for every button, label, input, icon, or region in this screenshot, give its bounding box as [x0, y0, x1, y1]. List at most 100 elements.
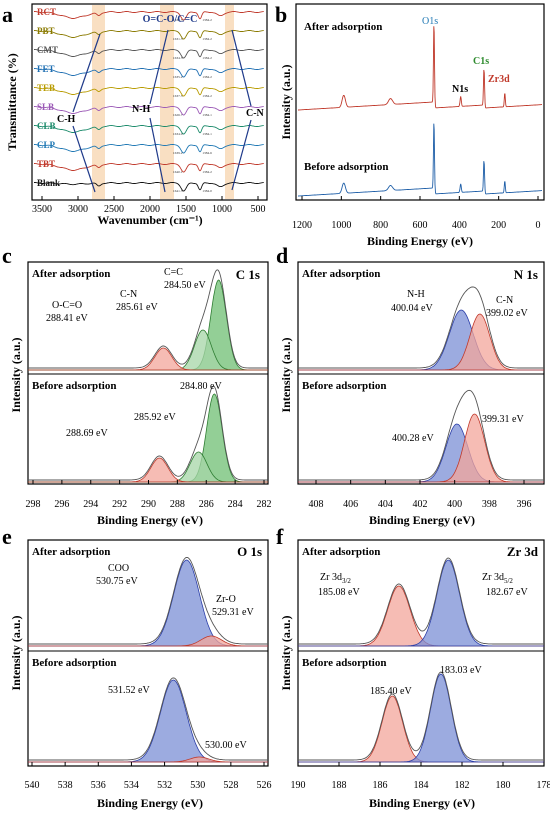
- e-xticks-label: 538: [58, 780, 73, 791]
- panel-c-before-p2: 285.92 eV: [134, 412, 176, 423]
- panel-a-peak-label: 1384.0: [202, 189, 212, 193]
- d-xticks-label: 408: [309, 499, 324, 510]
- b-xticks-label: 1000: [331, 220, 351, 231]
- d-fit-peak: [298, 313, 544, 371]
- c-envelope: [28, 269, 268, 369]
- panel-a-band-ch: [92, 5, 105, 199]
- panel-c-frame: [27, 261, 269, 485]
- panel-b-o1s-label: O1s: [422, 16, 438, 27]
- panel-e-zro-value: 529.31 eV: [212, 607, 254, 618]
- panel-a-sample-label: RCT: [37, 7, 56, 17]
- panel-b-c1s-label: C1s: [473, 56, 489, 67]
- c-fit-peak: [28, 457, 268, 483]
- panel-a-trace: [34, 87, 264, 97]
- panel-c-xlabel: Binding Energy (eV): [97, 513, 203, 527]
- panel-d-cn-value: 399.02 eV: [486, 308, 528, 319]
- panel-c-cc-value: 284.50 eV: [164, 280, 206, 291]
- panel-b-zr3d-label: Zr3d: [488, 74, 510, 85]
- f-xticks-label: 182: [455, 780, 470, 791]
- panel-a-trace: [34, 106, 264, 116]
- panel-a-ann-ch: C-H: [57, 114, 76, 125]
- panel-c-cn-name: C-N: [120, 289, 137, 300]
- panel-c-before-p1: 284.80 eV: [180, 381, 222, 392]
- panel-a-peak-label: 1384.2: [202, 94, 212, 98]
- panel-d-curves: [298, 286, 544, 483]
- panel-a-arrow-nh-up: [149, 29, 169, 105]
- panel-a-sample-label: CLP: [37, 140, 56, 150]
- panel-e-bottom-label: Before adsorption: [32, 657, 116, 669]
- d-envelope: [298, 389, 544, 481]
- panel-e-xticks: 540 538 536 534 532 530 528 526: [25, 762, 272, 791]
- panel-a-peak-label: 1637.5: [173, 94, 183, 98]
- panel-f-top-label: After adsorption: [302, 546, 380, 558]
- c-xticks-label: 282: [257, 499, 272, 510]
- panel-d: d N 1s After adsorption Before adsorptio…: [276, 243, 545, 527]
- panel-e: e O 1s After adsorption Before adsorptio…: [2, 524, 272, 810]
- panel-d-title: N 1s: [514, 267, 538, 282]
- panel-f-before-p2: 183.03 eV: [440, 665, 482, 676]
- c-xticks-label: 284: [228, 499, 243, 510]
- panel-a-peak-label: 1632.5: [173, 18, 183, 22]
- a-xticks-label: 2000: [140, 204, 160, 215]
- panel-a-peak-label: 1384.2: [202, 170, 212, 174]
- panel-e-frame: [27, 539, 269, 767]
- panel-f-p52-value: 182.67 eV: [486, 587, 528, 598]
- c-xticks-label: 288: [170, 499, 185, 510]
- panel-a-trace: [34, 182, 264, 192]
- panel-b: b After adsorption Before adsorption O1s…: [275, 2, 545, 248]
- panel-d-top-label: After adsorption: [302, 268, 380, 280]
- panel-d-xticks: 408 406 404 402 400 398 396: [309, 480, 532, 510]
- panel-c-bottom-label: Before adsorption: [32, 380, 116, 392]
- panel-a-trace: [34, 125, 264, 135]
- panel-f-p52-sub: 5/2: [504, 577, 513, 585]
- panel-a-sample-label: CLB: [37, 121, 56, 131]
- panel-d-ylabel: Intensity (a.u.): [279, 337, 293, 412]
- f-fit-peak: [298, 673, 544, 763]
- panel-c-oco-value: 288.41 eV: [46, 313, 88, 324]
- panel-a-peak-label: 1384.1: [202, 132, 212, 136]
- panel-d-letter: d: [276, 243, 288, 268]
- f-xticks-label: 178: [537, 780, 550, 791]
- panel-d-frame: [297, 261, 545, 485]
- panel-e-curves: [28, 556, 268, 763]
- c-xticks-label: 286: [199, 499, 214, 510]
- e-envelope: [28, 677, 268, 761]
- panel-a-band-cn: [225, 5, 234, 199]
- panel-a: a RCT PBT CMT FET TEB SLB CLB CLP TBT Blank 1632.…: [2, 2, 268, 227]
- panel-c-before-p3: 288.69 eV: [66, 428, 108, 439]
- panel-b-xlabel: Binding Energy (eV): [367, 234, 473, 248]
- panel-a-trace: [34, 163, 264, 173]
- panel-f-p52-name-text: Zr 3d: [482, 572, 504, 583]
- panel-a-peak-label: 1640.1: [173, 170, 183, 174]
- panel-c-top-label: After adsorption: [32, 268, 110, 280]
- panel-d-before-p2: 399.31 eV: [482, 414, 524, 425]
- e-xticks-label: 536: [91, 780, 106, 791]
- panel-a-trace: [34, 68, 264, 78]
- a-xticks-label: 1000: [212, 204, 232, 215]
- panel-a-peak-label: 1384.2: [202, 75, 212, 79]
- b-xticks-label: 400: [452, 220, 467, 231]
- panel-a-sample-label: SLB: [37, 102, 54, 112]
- panel-e-coo-name: COO: [108, 563, 129, 574]
- panel-f-ylabel: Intensity (a.u.): [279, 615, 293, 690]
- panel-e-zro-name: Zr-O: [216, 594, 236, 605]
- panel-b-before-trace: [298, 123, 542, 197]
- panel-a-sample-label: TBT: [37, 159, 55, 169]
- panel-a-peak-label: 1641.5: [173, 189, 183, 193]
- panel-c-cn-value: 285.61 eV: [116, 302, 158, 313]
- f-xticks-label: 180: [496, 780, 511, 791]
- panel-e-title: O 1s: [237, 544, 262, 559]
- panel-a-arrow-ch-up: [72, 33, 101, 113]
- panel-a-arrow-ch-down: [72, 125, 96, 193]
- panel-a-peak-label: 1639.2: [173, 151, 183, 155]
- f-xticks-label: 190: [291, 780, 306, 791]
- e-fit-peak: [28, 756, 268, 763]
- panel-d-cn-name: C-N: [496, 295, 513, 306]
- panel-a-peak-label: 1384.2: [202, 37, 212, 41]
- panel-e-coo-value: 530.75 eV: [96, 576, 138, 587]
- panel-a-sample-label: CMT: [37, 45, 58, 55]
- c-fit-peak: [28, 279, 268, 371]
- panel-f-bottom-label: Before adsorption: [302, 657, 386, 669]
- c-xticks-label: 298: [26, 499, 41, 510]
- panel-a-peak-label: 1384.1: [202, 113, 212, 117]
